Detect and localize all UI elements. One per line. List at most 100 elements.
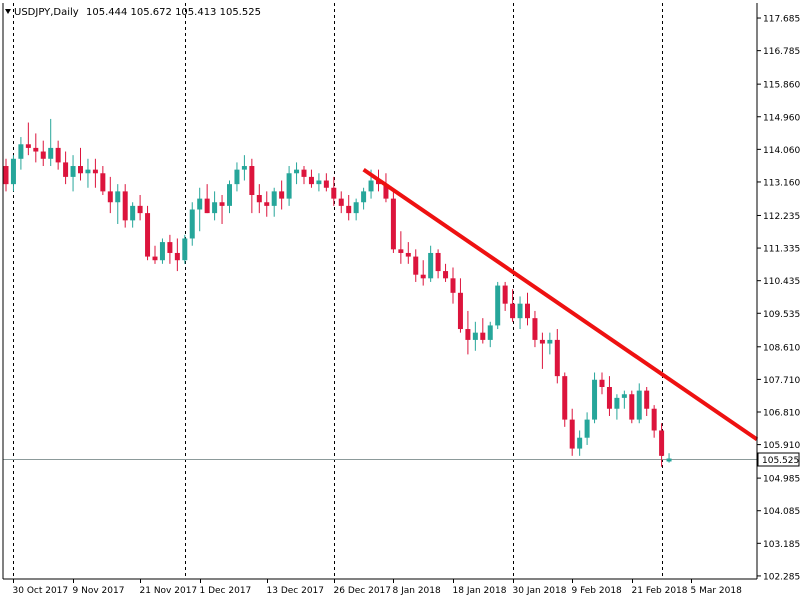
candle-body bbox=[525, 303, 530, 319]
candle bbox=[182, 234, 188, 264]
price-tick-label: 105.910 bbox=[763, 441, 800, 451]
price-tick-label: 109.535 bbox=[763, 310, 800, 320]
time-tick-label: 8 Jan 2018 bbox=[393, 586, 441, 596]
candle bbox=[308, 169, 314, 188]
candle bbox=[159, 238, 165, 264]
candle-body bbox=[10, 158, 16, 185]
candle-body bbox=[450, 278, 456, 293]
price-tick-label: 106.810 bbox=[763, 408, 800, 418]
candle bbox=[241, 155, 247, 181]
candle-body bbox=[271, 191, 277, 206]
candle-body bbox=[301, 169, 307, 177]
candle-body bbox=[331, 187, 337, 199]
candle bbox=[525, 292, 530, 326]
candle-body bbox=[249, 166, 255, 195]
dropdown-triangle-icon[interactable] bbox=[5, 9, 11, 14]
candle-body bbox=[457, 292, 463, 330]
candle-body bbox=[70, 166, 76, 177]
ohlc-values: 105.444 105.672 105.413 105.525 bbox=[86, 7, 261, 18]
candle-body bbox=[390, 198, 396, 250]
candle-body bbox=[368, 180, 374, 192]
candle bbox=[390, 191, 396, 253]
candle bbox=[249, 158, 255, 214]
candle-body bbox=[659, 430, 665, 456]
time-tick-label: 1 Dec 2017 bbox=[200, 586, 252, 596]
candle bbox=[212, 191, 218, 221]
candle-body bbox=[145, 213, 151, 257]
candle-body bbox=[316, 180, 322, 185]
candle-body bbox=[547, 339, 553, 344]
candle-body bbox=[383, 184, 389, 199]
candle-body bbox=[3, 166, 9, 185]
candle bbox=[279, 180, 285, 210]
candle bbox=[25, 122, 31, 156]
candle bbox=[495, 281, 501, 330]
candle bbox=[659, 423, 665, 467]
candle-body bbox=[18, 144, 24, 159]
candle-body bbox=[189, 209, 195, 239]
candle bbox=[644, 387, 650, 416]
candle bbox=[361, 187, 367, 210]
candle-body bbox=[174, 252, 180, 261]
current-price-label: 105.525 bbox=[762, 456, 799, 466]
candle bbox=[554, 329, 560, 384]
candle bbox=[10, 155, 16, 192]
candle bbox=[666, 453, 672, 463]
candle-body bbox=[398, 249, 404, 253]
candle bbox=[584, 412, 590, 445]
candle bbox=[599, 372, 605, 395]
price-tick-label: 111.335 bbox=[763, 245, 800, 255]
candle bbox=[63, 151, 69, 185]
candle-body bbox=[666, 458, 672, 462]
candle-body bbox=[234, 169, 240, 185]
price-tick-label: 108.610 bbox=[763, 343, 800, 353]
time-tick-label: 30 Jan 2018 bbox=[513, 586, 567, 596]
candle bbox=[331, 176, 337, 206]
candle bbox=[256, 184, 262, 214]
candle-body bbox=[592, 379, 598, 420]
candle-body bbox=[569, 419, 575, 449]
candle bbox=[55, 140, 61, 170]
candle bbox=[167, 234, 173, 264]
symbol-label[interactable]: USDJPY,Daily bbox=[14, 7, 79, 18]
price-tick-label: 110.435 bbox=[763, 277, 800, 287]
candle bbox=[107, 176, 113, 214]
candle-body bbox=[63, 162, 69, 177]
candle-body bbox=[651, 408, 657, 431]
candle-body bbox=[182, 238, 188, 261]
candle bbox=[577, 430, 583, 456]
candle bbox=[271, 187, 277, 217]
candle-body bbox=[308, 176, 314, 185]
candle-body bbox=[122, 191, 128, 221]
candle-body bbox=[353, 202, 359, 214]
candle-body bbox=[428, 252, 434, 279]
candle bbox=[621, 390, 627, 409]
candle-body bbox=[376, 180, 381, 185]
time-tick-label: 5 Mar 2018 bbox=[691, 586, 743, 596]
price-tick-label: 117.685 bbox=[763, 15, 800, 25]
candle bbox=[547, 332, 553, 355]
candle bbox=[346, 195, 352, 221]
candle-body bbox=[636, 390, 642, 420]
candle bbox=[435, 249, 441, 279]
trendline[interactable] bbox=[362, 167, 759, 442]
candle bbox=[606, 376, 612, 416]
candle bbox=[301, 166, 307, 185]
current-price-tag bbox=[757, 452, 800, 467]
candle-body bbox=[167, 242, 173, 253]
candle bbox=[398, 231, 404, 264]
candle-body bbox=[107, 191, 113, 203]
candlesticks bbox=[3, 118, 672, 467]
candle bbox=[539, 332, 545, 369]
price-tick-label: 104.085 bbox=[763, 507, 800, 517]
candle-body bbox=[25, 144, 31, 148]
candle-body bbox=[241, 166, 247, 170]
candle bbox=[651, 405, 657, 438]
candle-body bbox=[92, 169, 98, 174]
candle-body bbox=[480, 332, 486, 340]
candle-body bbox=[85, 169, 91, 174]
candle bbox=[48, 118, 54, 167]
candle bbox=[316, 173, 322, 192]
candle bbox=[569, 408, 575, 456]
